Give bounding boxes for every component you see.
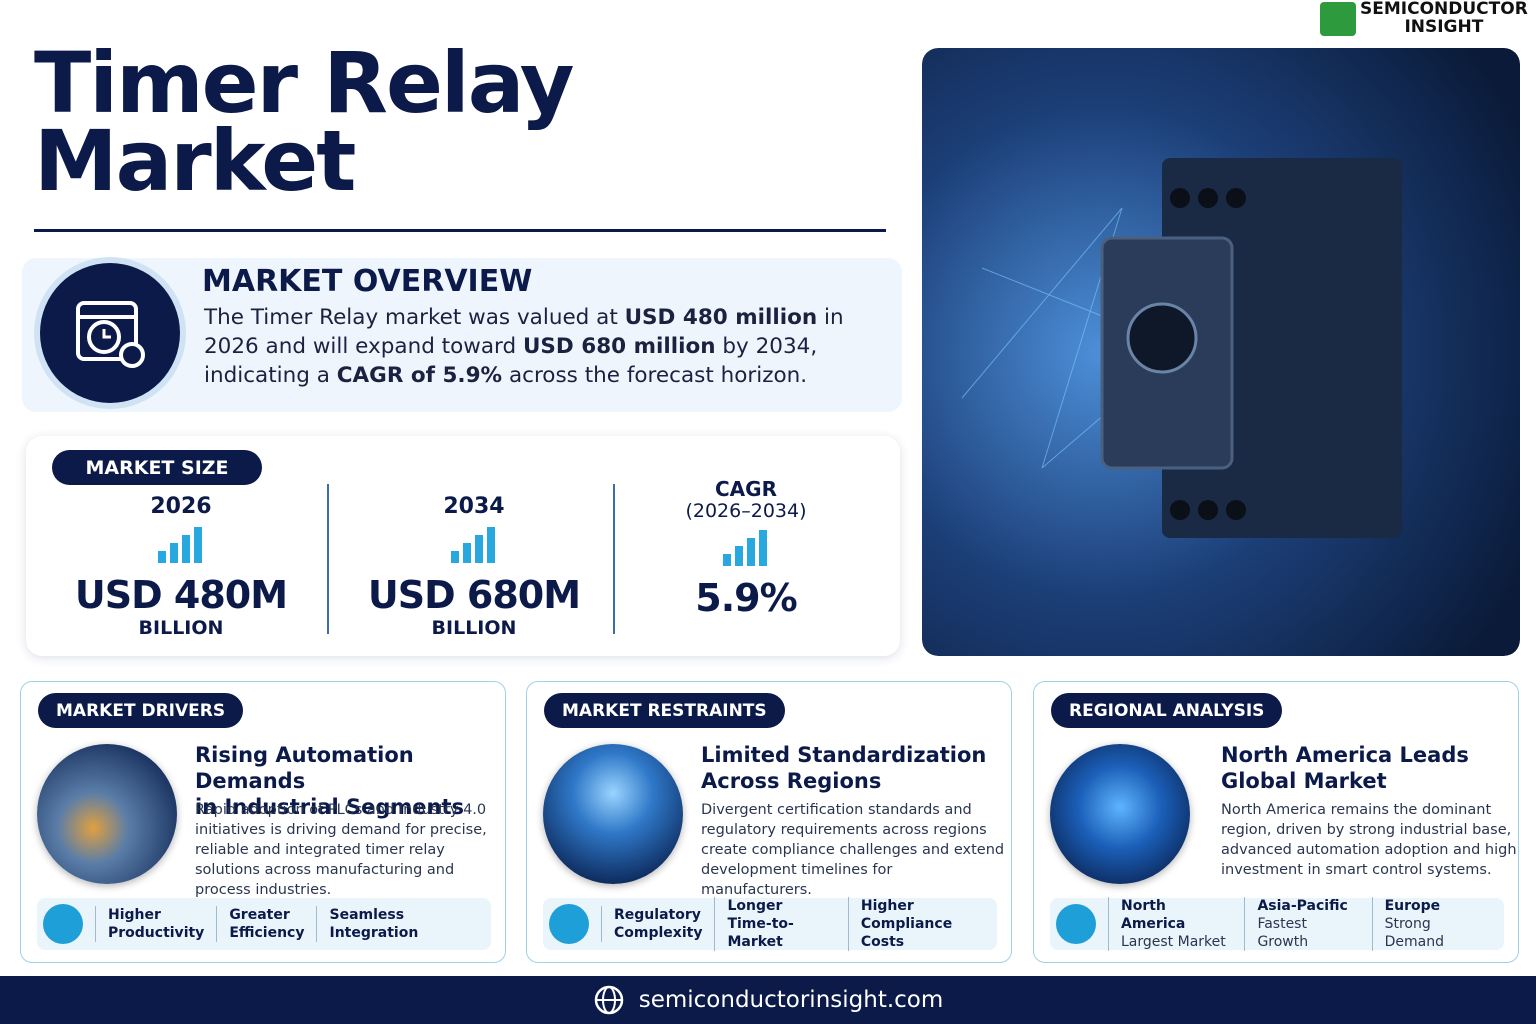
map-image — [1050, 744, 1190, 884]
card-body: Divergent certification standards and re… — [701, 802, 1005, 898]
divider — [613, 484, 615, 634]
strip-item: Regulatory Complexity — [601, 906, 714, 942]
item-title: North America — [1121, 898, 1186, 932]
overview-icon — [40, 263, 180, 403]
heading-line: Rising Automation Demands — [195, 743, 414, 793]
item-subtitle: Largest Market — [1121, 934, 1226, 950]
badge: MARKET RESTRAINTS — [544, 693, 785, 728]
strip-item: Seamless Integration — [316, 906, 430, 942]
card-body: Rapid adoption of PLCs and Industry 4.0 … — [195, 802, 487, 898]
card-strip: Regulatory Complexity Longer Time-to-Marke… — [543, 897, 997, 951]
value: 5.9% — [695, 576, 797, 620]
strip-item: Greater Efficiency — [216, 906, 316, 942]
badge: REGIONAL ANALYSIS — [1051, 693, 1283, 728]
strip-item: Asia-Pacific Fastest Growth — [1244, 897, 1371, 951]
strip-item: North America Largest Market — [1108, 897, 1244, 951]
gear-icon — [43, 904, 83, 944]
heading-line: Limited Standardization — [701, 743, 987, 767]
item-title: Longer — [727, 898, 783, 914]
item-title: Compliance Costs — [860, 916, 953, 950]
title-line: Market — [34, 112, 356, 210]
text: The Timer Relay market was valued at — [204, 305, 625, 330]
restraints-card: MARKET RESTRAINTS Limited Standardizatio… — [526, 681, 1012, 963]
bars-icon — [723, 530, 767, 566]
drivers-card: MARKET DRIVERS Rising Automation Demands… — [20, 681, 506, 963]
clock-icon — [76, 301, 145, 368]
item-title: Efficiency — [229, 925, 305, 941]
card-heading: North America Leads Global Market — [1221, 742, 1521, 794]
title: Timer Relay Market — [34, 34, 575, 210]
strip-item: Higher Productivity — [95, 906, 216, 942]
item-title: Higher — [860, 898, 914, 914]
card-heading: Limited Standardization Across Regions — [701, 742, 1001, 794]
unit: BILLION — [431, 617, 517, 639]
size-item: 2034 USD 680M BILLION — [344, 494, 604, 639]
size-item: 2026 USD 480M BILLION — [51, 494, 311, 639]
badge: MARKET DRIVERS — [38, 693, 244, 728]
card-body: North America remains the dominant regio… — [1221, 802, 1517, 878]
strip-item: Longer Time-to-Market — [714, 897, 847, 951]
logo-icon — [1320, 2, 1356, 36]
cagr-item: CAGR (2026–2034) 5.9% — [616, 478, 876, 620]
item-title: Asia-Pacific — [1257, 898, 1348, 914]
highlight: USD 480 million — [624, 305, 818, 330]
logo-text: SEMICONDUCTOR — [1360, 0, 1528, 19]
heading-line: in Industrial Segments — [195, 795, 464, 819]
logo: SEMICONDUCTOR INSIGHT — [1360, 0, 1528, 36]
globe-icon — [594, 985, 623, 1015]
item-title: Europe — [1384, 898, 1441, 914]
logo-text: INSIGHT — [1404, 17, 1484, 37]
item-title: Productivity — [108, 925, 205, 941]
cagr-label: CAGR — [715, 477, 777, 501]
highlight: CAGR of 5.9% — [336, 363, 503, 388]
item-title: Higher — [108, 907, 161, 923]
item-title: Seamless — [329, 907, 405, 923]
pin-icon — [1056, 904, 1096, 944]
card-strip: North America Largest Market Asia-Pacific… — [1050, 897, 1504, 951]
item-title: Greater — [229, 907, 290, 923]
item-title: Complexity — [614, 925, 703, 941]
strip-item: Europe Strong Demand — [1371, 897, 1504, 951]
heading-line: North America Leads — [1221, 743, 1469, 767]
overview-heading: MARKET OVERVIEW — [202, 264, 533, 299]
heading-line: Global Market — [1221, 769, 1387, 793]
text: by 2034, indicating a — [204, 334, 818, 388]
value: USD 480M — [74, 573, 288, 617]
document-icon — [549, 904, 589, 944]
item-subtitle: Fastest Growth — [1257, 916, 1309, 950]
text: in 2026 and will expand toward — [204, 305, 844, 359]
badge: MARKET SIZE — [52, 450, 262, 485]
card-strip: Higher Productivity Greater Efficiency Sea… — [37, 898, 491, 950]
value: USD 680M — [367, 573, 581, 617]
bars-icon — [158, 527, 202, 563]
cagr-period: (2026–2034) — [685, 500, 807, 522]
divider — [34, 229, 886, 232]
footer-url: semiconductorinsight.com — [638, 987, 944, 1013]
bars-icon — [451, 527, 495, 563]
unit: BILLION — [138, 617, 224, 639]
title-line: Timer Relay — [34, 34, 575, 132]
globe-image — [543, 744, 683, 884]
card-heading: Rising Automation Demands in Industrial S… — [195, 742, 495, 820]
item-title: Regulatory — [614, 907, 701, 923]
year: 2026 — [150, 494, 212, 519]
overview-text: The Timer Relay market was valued at USD… — [204, 303, 894, 390]
text: across the forecast horizon. — [502, 363, 808, 388]
item-title: Integration — [329, 925, 419, 941]
item-title: Time-to-Market — [727, 916, 794, 950]
divider — [327, 484, 329, 634]
heading-line: Across Regions — [701, 769, 882, 793]
highlight: USD 680 million — [522, 334, 716, 359]
year: 2034 — [443, 494, 505, 519]
product-photo — [922, 48, 1520, 656]
strip-item: Higher Compliance Costs — [847, 897, 997, 951]
footer: semiconductorinsight.com — [0, 976, 1536, 1024]
regional-card: REGIONAL ANALYSIS North America Leads Glo… — [1033, 681, 1519, 963]
factory-image — [37, 744, 177, 884]
item-subtitle: Strong Demand — [1384, 916, 1444, 950]
